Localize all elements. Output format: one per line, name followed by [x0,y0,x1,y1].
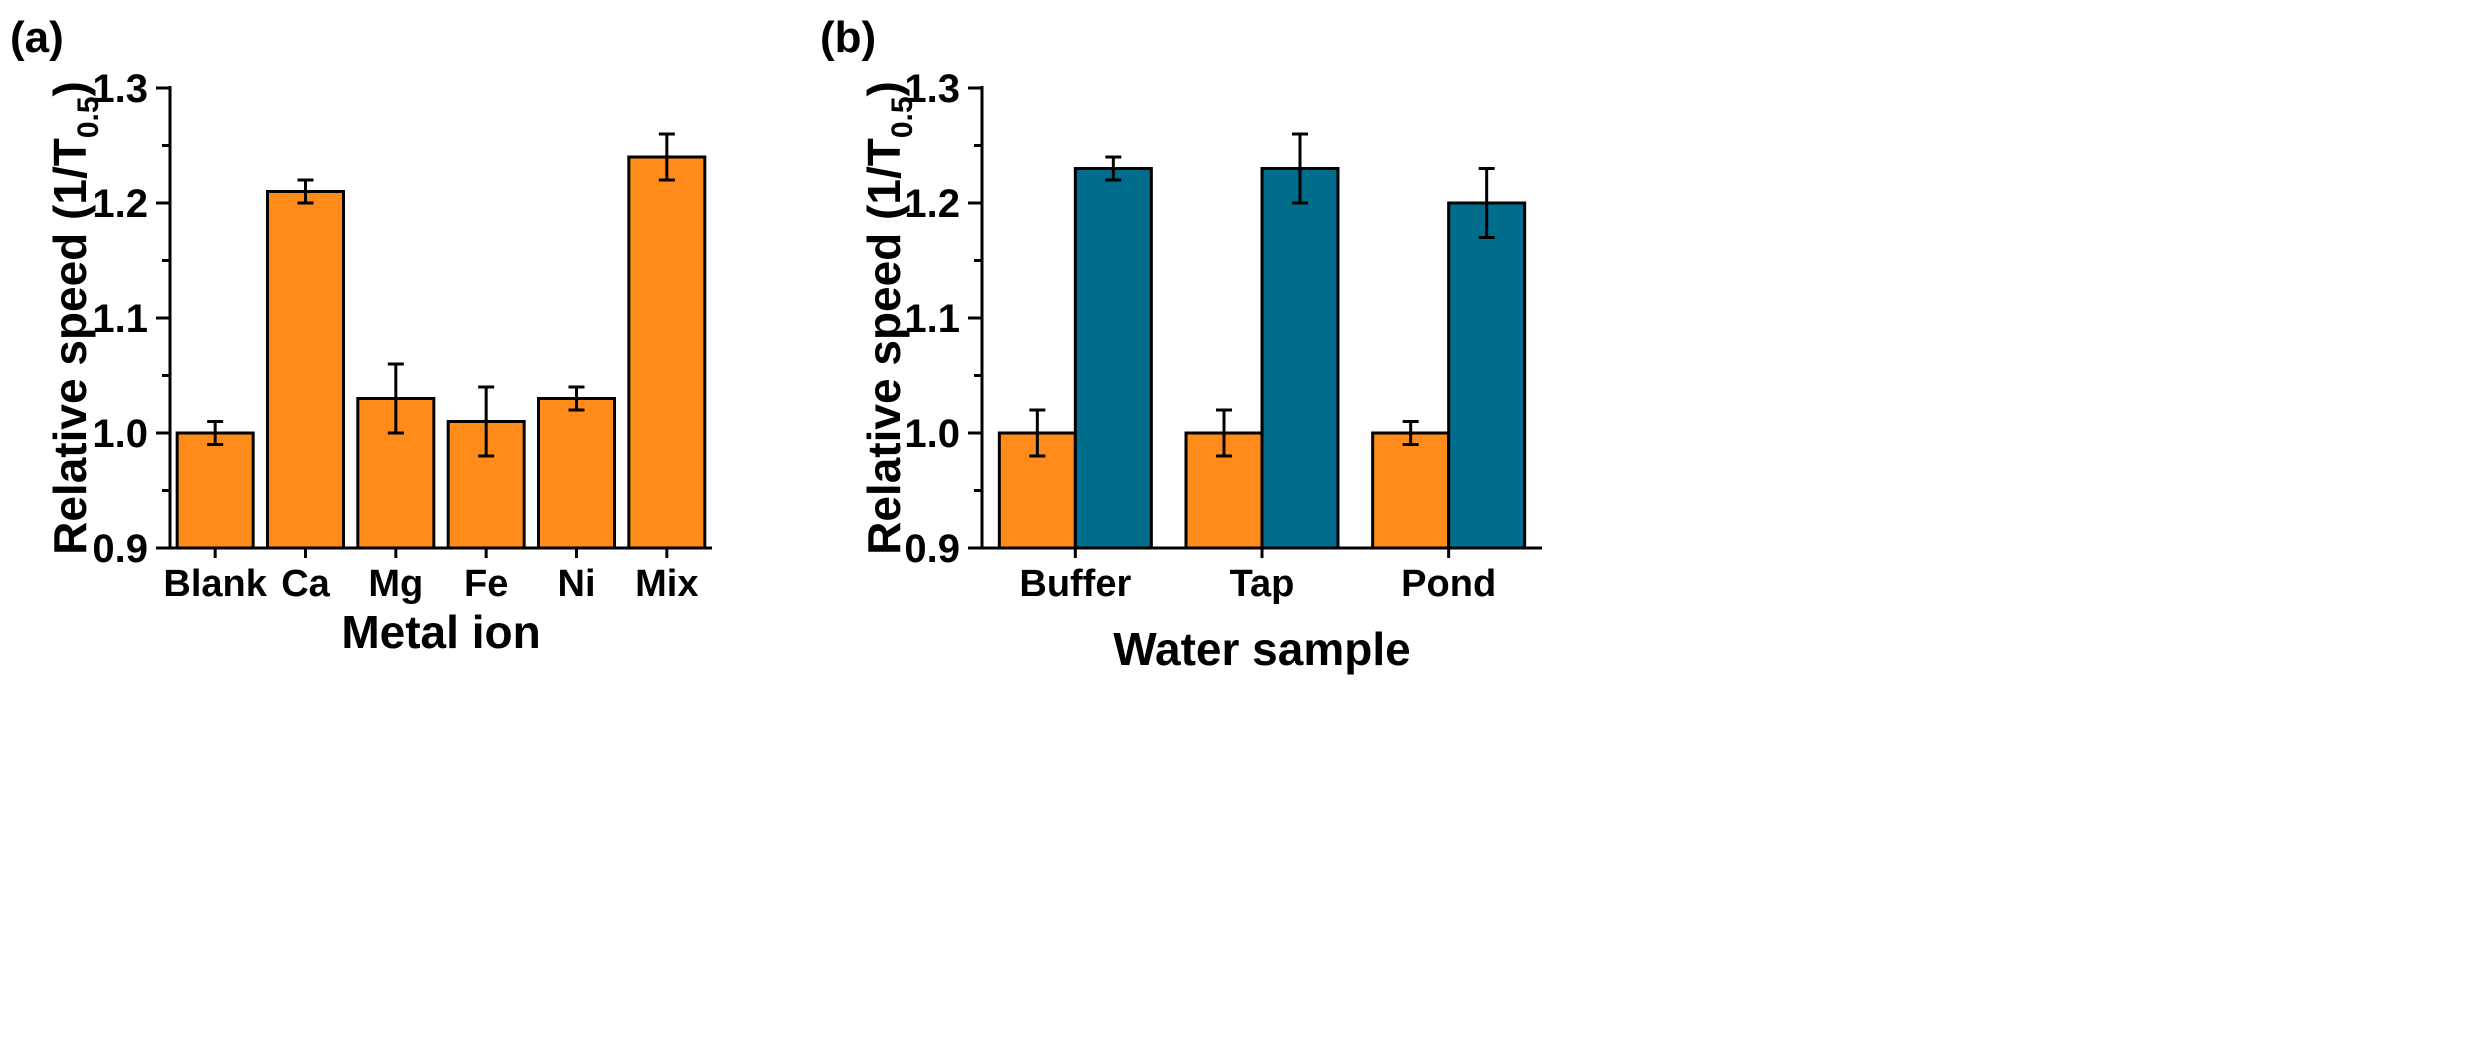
panel-a: (a) Blank Ca Mg Fe Ni Mix 0.9 1.0 1.1 1.2 1.3 Metal … [10,13,712,658]
x-tick-label: Mix [635,563,698,605]
x-axis-title: Metal ion [341,606,540,658]
bar-pond-series1 [1371,431,1451,550]
y-axis-title: Relative speed (1/T0.5) [44,81,105,555]
y-axis-title-subscript: 0.5 [72,96,105,138]
y-tick-label: 1.0 [904,412,960,456]
bar-pond-series2 [1447,201,1527,550]
x-tick-label: Buffer [1019,563,1131,605]
y-tick-label: 1.2 [904,182,960,226]
y-tick-label: 1.1 [904,297,960,341]
y-tick-label: 1.3 [92,67,148,111]
y-axis-title: Relative speed (1/T0.5) [858,81,919,555]
y-tick-label: 1.3 [904,67,960,111]
y-axis-title-end: ) [858,81,910,96]
y-axis-title-main: Relative speed (1/T [44,138,96,555]
bar-ca-series1 [266,190,345,550]
x-tick-label: Blank [163,563,267,605]
y-tick-label: 1.2 [92,182,148,226]
x-tick-label: Ca [281,563,330,605]
panel-b: (b) Buffer Tap Pond 0.9 1.0 1.1 1.2 1.3 Water sam… [820,13,1542,675]
y-tick-label: 1.1 [92,297,148,341]
bar-ni-series1 [537,397,616,550]
panel-label: (b) [820,13,876,62]
x-tick-label: Tap [1230,563,1295,605]
y-tick-label: 0.9 [92,527,148,571]
x-tick-label: Mg [368,563,423,605]
bar-mix-series1 [627,155,707,550]
y-axis-title-subscript: 0.5 [886,96,919,138]
y-axis-title-end: ) [44,81,96,96]
y-axis-title-main: Relative speed (1/T [858,138,910,555]
bar-buffer-series2 [1073,167,1153,550]
x-tick-label: Fe [464,563,508,605]
x-tick-label: Pond [1401,563,1496,605]
x-tick-label: Ni [558,563,596,605]
y-tick-label: 1.0 [92,412,148,456]
bar-blank-series1 [175,431,255,550]
x-axis-title: Water sample [1113,623,1410,675]
bar-tap-series2 [1260,167,1340,550]
y-tick-label: 0.9 [904,527,960,571]
panel-label: (a) [10,13,64,62]
